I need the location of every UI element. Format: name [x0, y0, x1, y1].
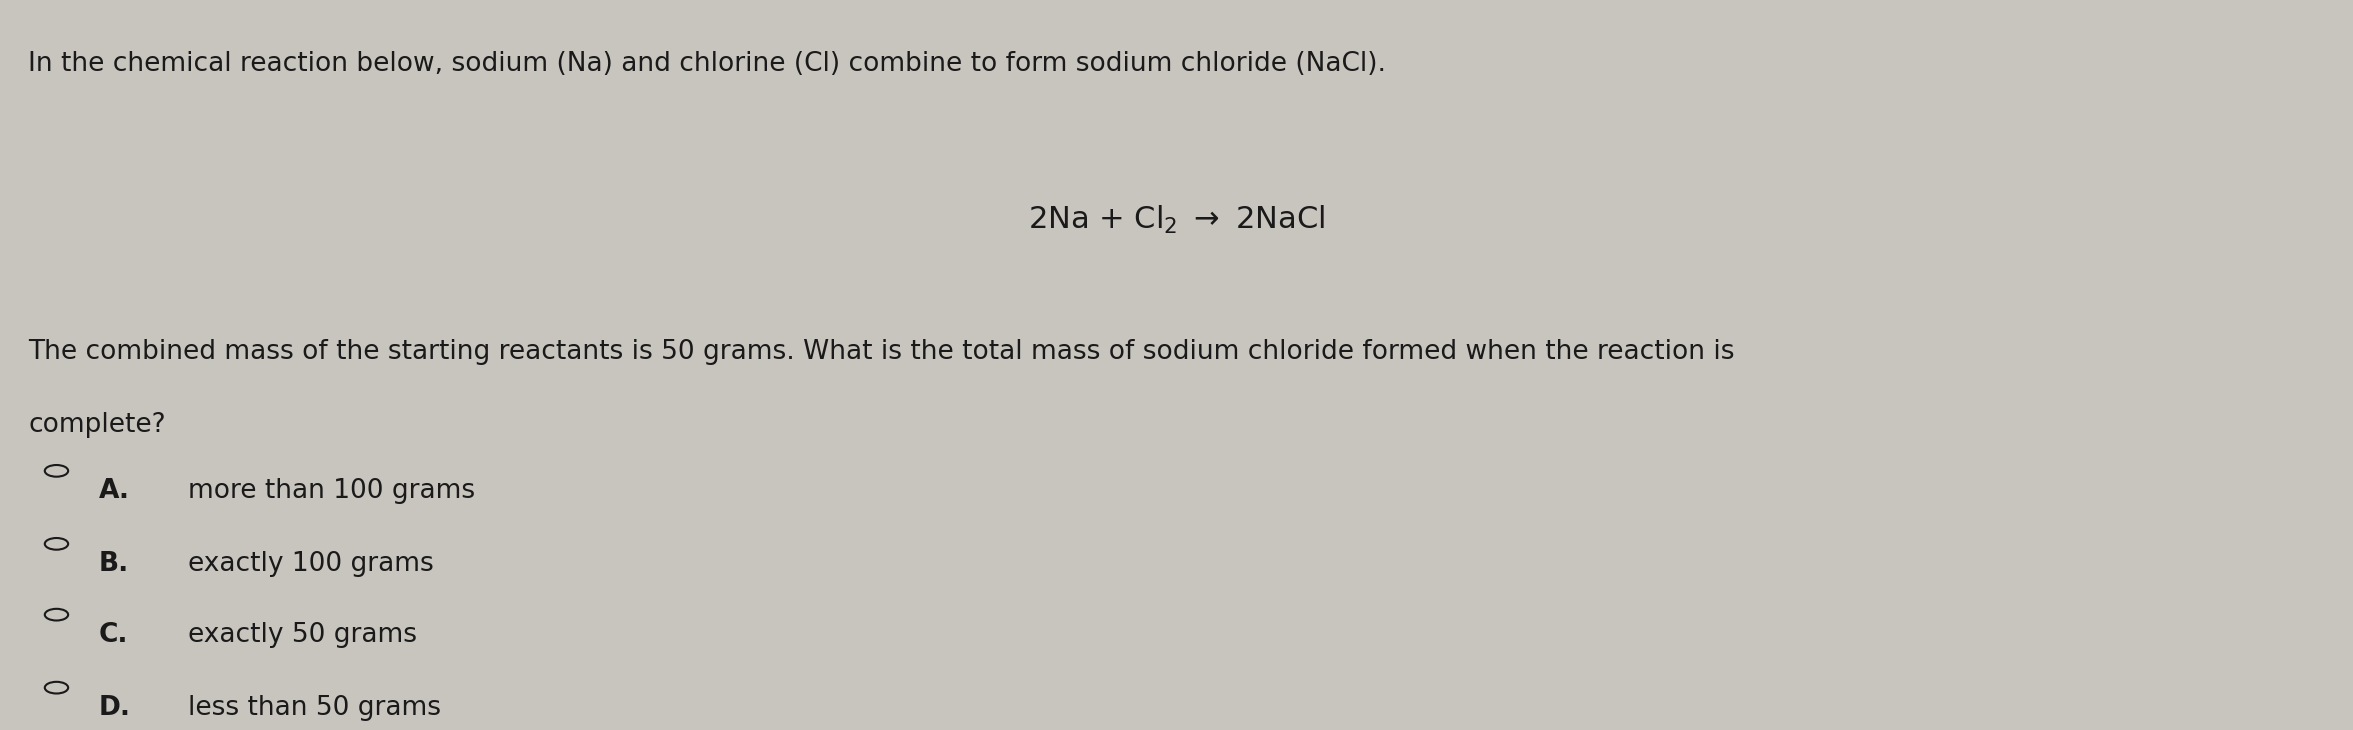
Text: In the chemical reaction below, sodium (Na) and chlorine (Cl) combine to form so: In the chemical reaction below, sodium (…: [28, 51, 1386, 77]
Text: D.: D.: [99, 695, 132, 721]
Text: less than 50 grams: less than 50 grams: [188, 695, 442, 721]
Text: complete?: complete?: [28, 412, 165, 439]
Text: A.: A.: [99, 478, 129, 504]
Text: The combined mass of the starting reactants is 50 grams. What is the total mass : The combined mass of the starting reacta…: [28, 339, 1734, 366]
Text: more than 100 grams: more than 100 grams: [188, 478, 475, 504]
Text: 2Na + Cl$_2$ $\rightarrow$ 2NaCl: 2Na + Cl$_2$ $\rightarrow$ 2NaCl: [1028, 204, 1325, 237]
Text: exactly 50 grams: exactly 50 grams: [188, 622, 416, 648]
Text: C.: C.: [99, 622, 129, 648]
Text: exactly 100 grams: exactly 100 grams: [188, 551, 433, 577]
Text: B.: B.: [99, 551, 129, 577]
